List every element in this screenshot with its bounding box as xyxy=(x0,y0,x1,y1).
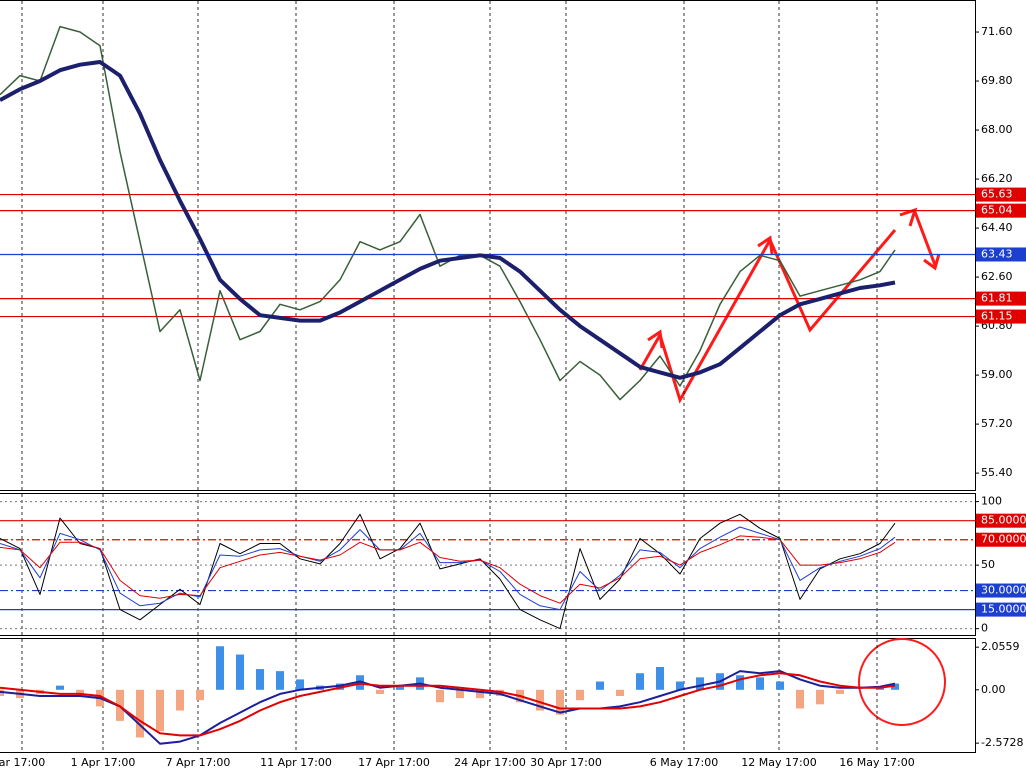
level-tag xyxy=(976,203,1026,218)
histogram-bar xyxy=(696,677,704,690)
histogram-bar xyxy=(56,685,64,690)
y-tick-label: 57.20 xyxy=(981,417,1013,430)
level-label: 63.43 xyxy=(981,247,1013,260)
y-tick-label: 71.60 xyxy=(981,25,1013,38)
y-tick-label: 0.00 xyxy=(981,683,1006,696)
level-tag xyxy=(976,309,1026,324)
histogram-bar xyxy=(396,685,404,690)
histogram-bar xyxy=(596,681,604,690)
histogram-bar xyxy=(196,689,204,701)
level-label: 85.0000 xyxy=(981,514,1026,527)
histogram-bar xyxy=(296,679,304,690)
highlight-circle xyxy=(858,638,946,726)
level-tag xyxy=(976,291,1026,306)
y-tick-label: 59.00 xyxy=(981,368,1013,381)
histogram-bar xyxy=(276,671,284,690)
histogram-bar xyxy=(676,681,684,690)
y-tick-label: 62.60 xyxy=(981,270,1013,283)
series-line xyxy=(0,526,896,611)
level-tag xyxy=(976,187,1026,202)
histogram-bar xyxy=(796,689,804,709)
x-tick-label: 17 Apr 17:00 xyxy=(358,756,430,769)
histogram-bar xyxy=(636,673,644,690)
y-tick-label: 0 xyxy=(981,622,988,635)
level-label: 61.15 xyxy=(981,310,1013,323)
histogram-bar xyxy=(616,689,624,697)
level-tag xyxy=(976,247,1026,262)
x-tick-label: 1 Apr 17:00 xyxy=(71,756,136,769)
histogram-bar xyxy=(656,666,664,690)
y-tick-label: 69.80 xyxy=(981,74,1013,87)
level-tag xyxy=(976,602,1026,617)
y-tick-label: 100 xyxy=(981,495,1002,508)
series-line xyxy=(0,670,896,745)
arrow-head xyxy=(757,235,774,255)
y-tick-label: 64.40 xyxy=(981,221,1013,234)
histogram-bar xyxy=(736,675,744,690)
histogram-bar xyxy=(256,669,264,690)
x-tick-label: 11 Apr 17:00 xyxy=(260,756,332,769)
arrow-path xyxy=(638,229,897,404)
histogram-bar xyxy=(456,689,464,699)
y-tick-label: 50 xyxy=(981,558,995,571)
histogram-bar xyxy=(436,689,444,703)
x-tick-label: 12 May 17:00 xyxy=(741,756,816,769)
x-tick-label: 16 May 17:00 xyxy=(839,756,914,769)
histogram-bar xyxy=(216,646,224,690)
arrow-path xyxy=(913,211,937,266)
series-line xyxy=(0,535,896,604)
histogram-bar xyxy=(576,689,584,701)
histogram-bar xyxy=(756,677,764,690)
histogram-bar xyxy=(136,689,144,738)
arrow-head xyxy=(923,253,941,271)
panel-frames xyxy=(0,0,976,753)
histogram-bar xyxy=(376,689,384,694)
histogram-bar xyxy=(556,689,564,715)
y-tick-label: 66.20 xyxy=(981,172,1013,185)
histogram-bar xyxy=(476,689,484,699)
x-tick-label: ar 17:00 xyxy=(0,756,45,769)
histogram-bar xyxy=(836,689,844,694)
histogram-bar xyxy=(236,654,244,690)
level-label: 61.81 xyxy=(981,292,1013,305)
histogram-bar xyxy=(176,689,184,711)
x-tick-label: 7 Apr 17:00 xyxy=(166,756,231,769)
level-label: 65.04 xyxy=(981,204,1013,217)
y-tick-label: -2.5728 xyxy=(981,736,1023,749)
series-line xyxy=(0,672,896,737)
arrow-head xyxy=(899,207,918,227)
level-label: 30.0000 xyxy=(981,584,1026,597)
oscillator-frame xyxy=(0,493,976,636)
histogram-bar xyxy=(776,681,784,690)
histogram-bar xyxy=(536,689,544,711)
histogram-bar xyxy=(876,687,884,690)
level-label: 15.0000 xyxy=(981,603,1026,616)
series-line xyxy=(0,513,896,630)
level-label: 65.63 xyxy=(981,188,1013,201)
series-line xyxy=(0,60,896,380)
x-tick-label: 30 Apr 17:00 xyxy=(530,756,602,769)
arrow-head xyxy=(647,329,664,349)
histogram-bar xyxy=(156,689,164,732)
y-tick-label: 55.40 xyxy=(981,466,1013,479)
level-label: 70.0000 xyxy=(981,533,1026,546)
x-tick-label: 6 May 17:00 xyxy=(650,756,718,769)
level-tag xyxy=(976,532,1026,547)
histogram-bar xyxy=(816,689,824,705)
level-tag xyxy=(976,513,1026,528)
price-frame xyxy=(0,0,976,491)
y-tick-label: 2.0559 xyxy=(981,640,1020,653)
y-tick-label: 68.00 xyxy=(981,123,1013,136)
x-tick-label: 24 Apr 17:00 xyxy=(454,756,526,769)
level-tag xyxy=(976,583,1026,598)
annotations xyxy=(638,207,946,726)
macd-frame xyxy=(0,638,976,753)
